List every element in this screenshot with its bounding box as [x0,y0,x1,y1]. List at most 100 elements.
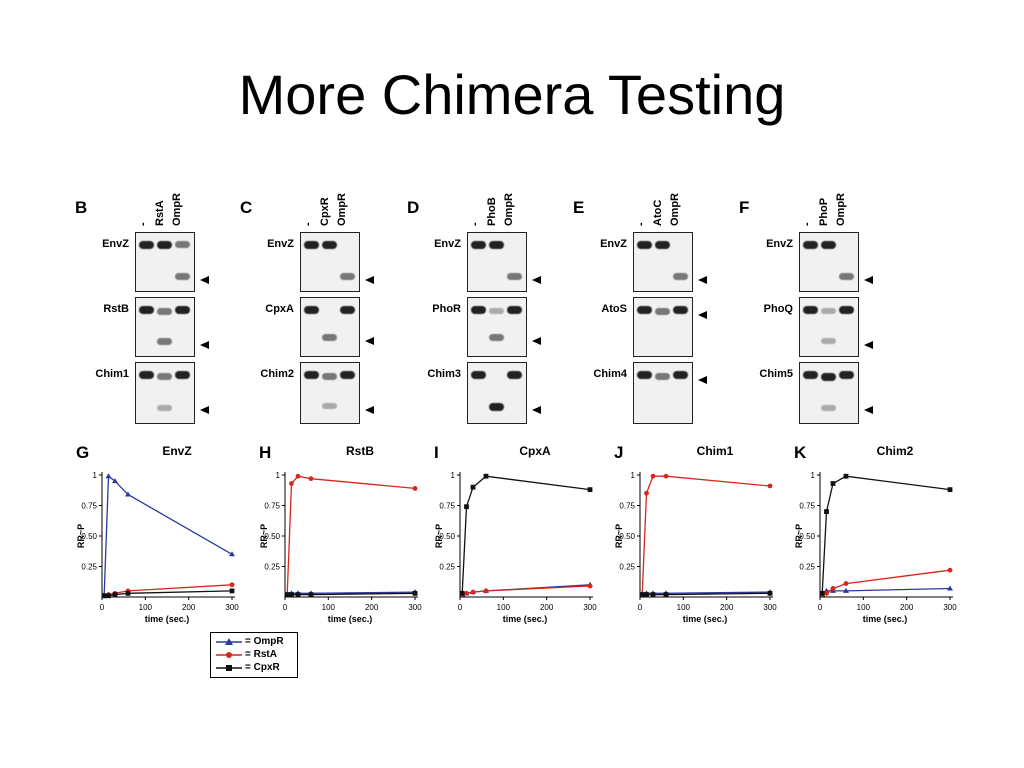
y-axis-label: RR~P [794,524,804,548]
y-tick-label: 1 [276,471,281,480]
blot-band [655,308,670,315]
blot-band [304,241,319,249]
blot-band [839,371,854,379]
data-point [105,473,112,479]
data-point [819,590,825,596]
x-tick-label: 0 [283,603,288,612]
data-point [483,473,489,479]
blot-band [139,241,154,249]
x-axis-label: time (sec.) [863,614,908,624]
legend-label: = RstA [245,649,277,660]
blot-band [471,241,486,249]
blot-image [633,362,693,424]
x-tick-label: 300 [763,603,777,612]
y-tick-label: 0.75 [264,502,280,511]
panel-letter: J [614,443,623,462]
x-tick-label: 200 [540,603,554,612]
chart-title: CpxA [519,444,551,458]
blot-band [839,306,854,314]
data-point [470,484,476,490]
blot-band [507,371,522,379]
data-point [295,592,301,597]
blot-band [803,241,818,249]
blot-band [304,371,319,379]
blot-band [803,371,818,379]
y-tick-label: 0.50 [439,532,455,541]
y-axis-label: RR~P [434,524,444,548]
x-axis-label: time (sec.) [503,614,548,624]
y-tick-label: 0.75 [799,502,815,511]
blot-band [637,241,652,249]
blot-band [157,405,172,411]
blot-image [135,232,195,292]
blot-band [175,273,190,280]
arrowhead-icon [200,406,209,414]
data-point [843,581,849,586]
x-axis-label: time (sec.) [328,614,373,624]
data-point [947,567,953,573]
arrowhead-icon [365,276,374,284]
data-point [644,490,649,496]
data-point [284,592,290,597]
legend-label: = CpxR [245,662,280,673]
data-point [308,476,314,482]
lane-label: AtoC [652,199,664,226]
blot-band [821,241,836,249]
x-tick-label: 300 [583,603,597,612]
data-point [767,483,773,489]
x-tick-label: 200 [900,603,914,612]
blot-band [673,273,688,280]
lane-label: PhoP [818,197,830,226]
row-label: EnvZ [600,238,627,250]
blot-image [799,232,859,292]
lane-label: - [801,222,813,226]
data-point [308,592,314,597]
blot-band [322,403,337,409]
blot-band [655,373,670,380]
blot-band [471,306,486,314]
row-label: RstB [103,303,129,315]
blot-band [322,241,337,249]
blot-band [175,241,190,248]
blot-band [637,371,652,379]
lane-label: RstA [154,200,166,226]
y-tick-label: 0.25 [264,563,280,572]
arrowhead-icon [532,337,541,345]
row-label: PhoQ [763,303,793,315]
data-point [483,588,489,594]
data-point [289,481,294,486]
row-label: EnvZ [102,238,129,250]
blot-band [304,306,319,314]
data-point [767,590,773,596]
x-tick-label: 200 [720,603,734,612]
chart-title: RstB [346,444,374,458]
lane-label: - [635,222,647,226]
blot-band [507,273,522,280]
y-tick-label: 0.50 [81,532,97,541]
series-line-rsta [286,475,416,595]
data-point [125,590,131,596]
y-tick-label: 0.25 [439,563,455,572]
y-axis-label: RR~P [76,524,86,548]
lane-label: CpxR [319,197,331,226]
data-point [229,588,235,594]
x-tick-label: 100 [139,603,153,612]
series-line-ompr [821,587,951,596]
row-label: Chim2 [260,368,294,380]
blot-image [135,362,195,424]
circle-marker-icon [216,652,242,658]
panel-letter: I [434,443,439,462]
x-tick-label: 300 [225,603,239,612]
y-tick-label: 0.75 [439,502,455,511]
data-point [644,592,649,597]
y-axis-label: RR~P [259,524,269,548]
x-tick-label: 0 [100,603,105,612]
row-label: EnvZ [434,238,461,250]
lane-label: OmpR [503,193,515,226]
y-tick-label: 1 [93,471,98,480]
y-tick-label: 1 [811,471,816,480]
arrowhead-icon [365,406,374,414]
data-point [947,487,953,493]
line-chart-i: I CpxA 0.25 0.50 0.75 1 0 100 200 300 time (sec.) R… [434,443,597,624]
x-tick-label: 0 [458,603,463,612]
